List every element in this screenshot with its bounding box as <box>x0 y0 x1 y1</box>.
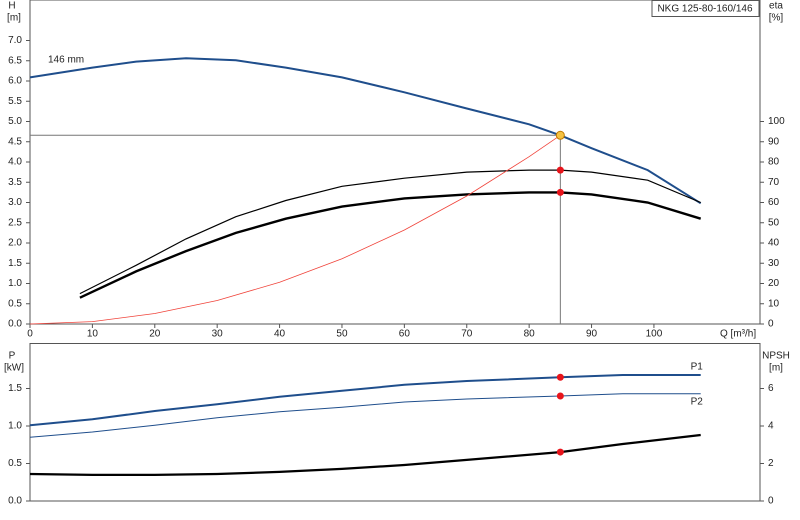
series-label: P2 <box>691 396 704 407</box>
x-tick-label: 60 <box>399 329 411 340</box>
y-tick-label: 2.5 <box>8 217 22 228</box>
plot-frame <box>29 343 761 502</box>
y2-axis-label: NPSH <box>762 351 790 362</box>
y-tick-label: 1.5 <box>8 383 22 394</box>
duty-marker <box>556 188 564 196</box>
x-tick-label: 50 <box>336 329 348 340</box>
duty-marker <box>556 166 564 174</box>
y2-tick-label: 80 <box>768 157 780 168</box>
y2-tick-label: 40 <box>768 238 780 249</box>
series-label: P1 <box>691 362 704 373</box>
curve <box>79 169 701 295</box>
y2-tick-label: 10 <box>768 298 780 309</box>
y2-tick-label: 100 <box>768 116 785 127</box>
y-tick-label: 6.0 <box>8 76 22 87</box>
y-tick-label: 5.5 <box>8 96 22 107</box>
x-tick-label: 20 <box>149 329 161 340</box>
x-tick-label: 30 <box>212 329 224 340</box>
curve <box>79 191 702 299</box>
y-tick-label: 1.0 <box>8 278 22 289</box>
curve <box>29 393 701 438</box>
x-tick-label: 90 <box>586 329 598 340</box>
y-axis-label: P <box>9 351 16 362</box>
duty-marker <box>556 392 564 400</box>
y2-tick-label: 0 <box>768 319 774 330</box>
y2-axis-unit: [%] <box>769 13 784 24</box>
y2-tick-label: 70 <box>768 177 780 188</box>
y2-tick-label: 6 <box>768 383 774 394</box>
y-tick-label: 6.5 <box>8 55 22 66</box>
y-tick-label: 4.0 <box>8 157 22 168</box>
curve <box>29 374 701 427</box>
y-tick-label: 2.0 <box>8 238 22 249</box>
y-tick-label: 3.0 <box>8 197 22 208</box>
duty-marker <box>556 373 564 381</box>
curve <box>29 134 561 325</box>
y2-tick-label: 60 <box>768 197 780 208</box>
y-tick-label: 5.0 <box>8 116 22 127</box>
y2-tick-label: 4 <box>768 421 774 432</box>
y2-axis-unit: [m] <box>769 363 783 374</box>
duty-marker <box>556 448 564 456</box>
x-tick-label: 0 <box>27 329 33 340</box>
y-axis-unit: [m] <box>7 13 21 24</box>
y2-tick-label: 30 <box>768 258 780 269</box>
x-tick-label: 40 <box>274 329 286 340</box>
chart-title: NKG 125-80-160/146 <box>657 4 753 15</box>
y-axis-unit: [kW] <box>4 363 24 374</box>
curve <box>29 433 701 476</box>
y-tick-label: 0.5 <box>8 458 22 469</box>
y-tick-label: 1.0 <box>8 421 22 432</box>
duty-point <box>555 130 565 140</box>
y-tick-label: 0.0 <box>8 319 22 330</box>
y2-tick-label: 20 <box>768 278 780 289</box>
y-tick-label: 7.0 <box>8 35 22 46</box>
x-tick-label: 80 <box>524 329 536 340</box>
curve-annotation: 146 mm <box>48 55 84 66</box>
y2-tick-label: 90 <box>768 136 780 147</box>
y-tick-label: 1.5 <box>8 258 22 269</box>
y2-tick-label: 0 <box>768 496 774 507</box>
x-tick-label: 70 <box>461 329 473 340</box>
y-tick-label: 4.5 <box>8 136 22 147</box>
x-tick-label: 10 <box>87 329 99 340</box>
y-tick-label: 0.0 <box>8 496 22 507</box>
curve <box>29 57 702 205</box>
x-axis-label: Q [m³/h] <box>720 329 756 340</box>
y2-axis-label: eta <box>769 1 783 12</box>
y-tick-label: 3.5 <box>8 177 22 188</box>
title-box <box>651 0 760 17</box>
y2-tick-label: 2 <box>768 458 774 469</box>
y2-tick-label: 50 <box>768 217 780 228</box>
y-tick-label: 0.5 <box>8 298 22 309</box>
x-tick-label: 100 <box>646 329 663 340</box>
y-axis-label: H <box>8 1 15 12</box>
